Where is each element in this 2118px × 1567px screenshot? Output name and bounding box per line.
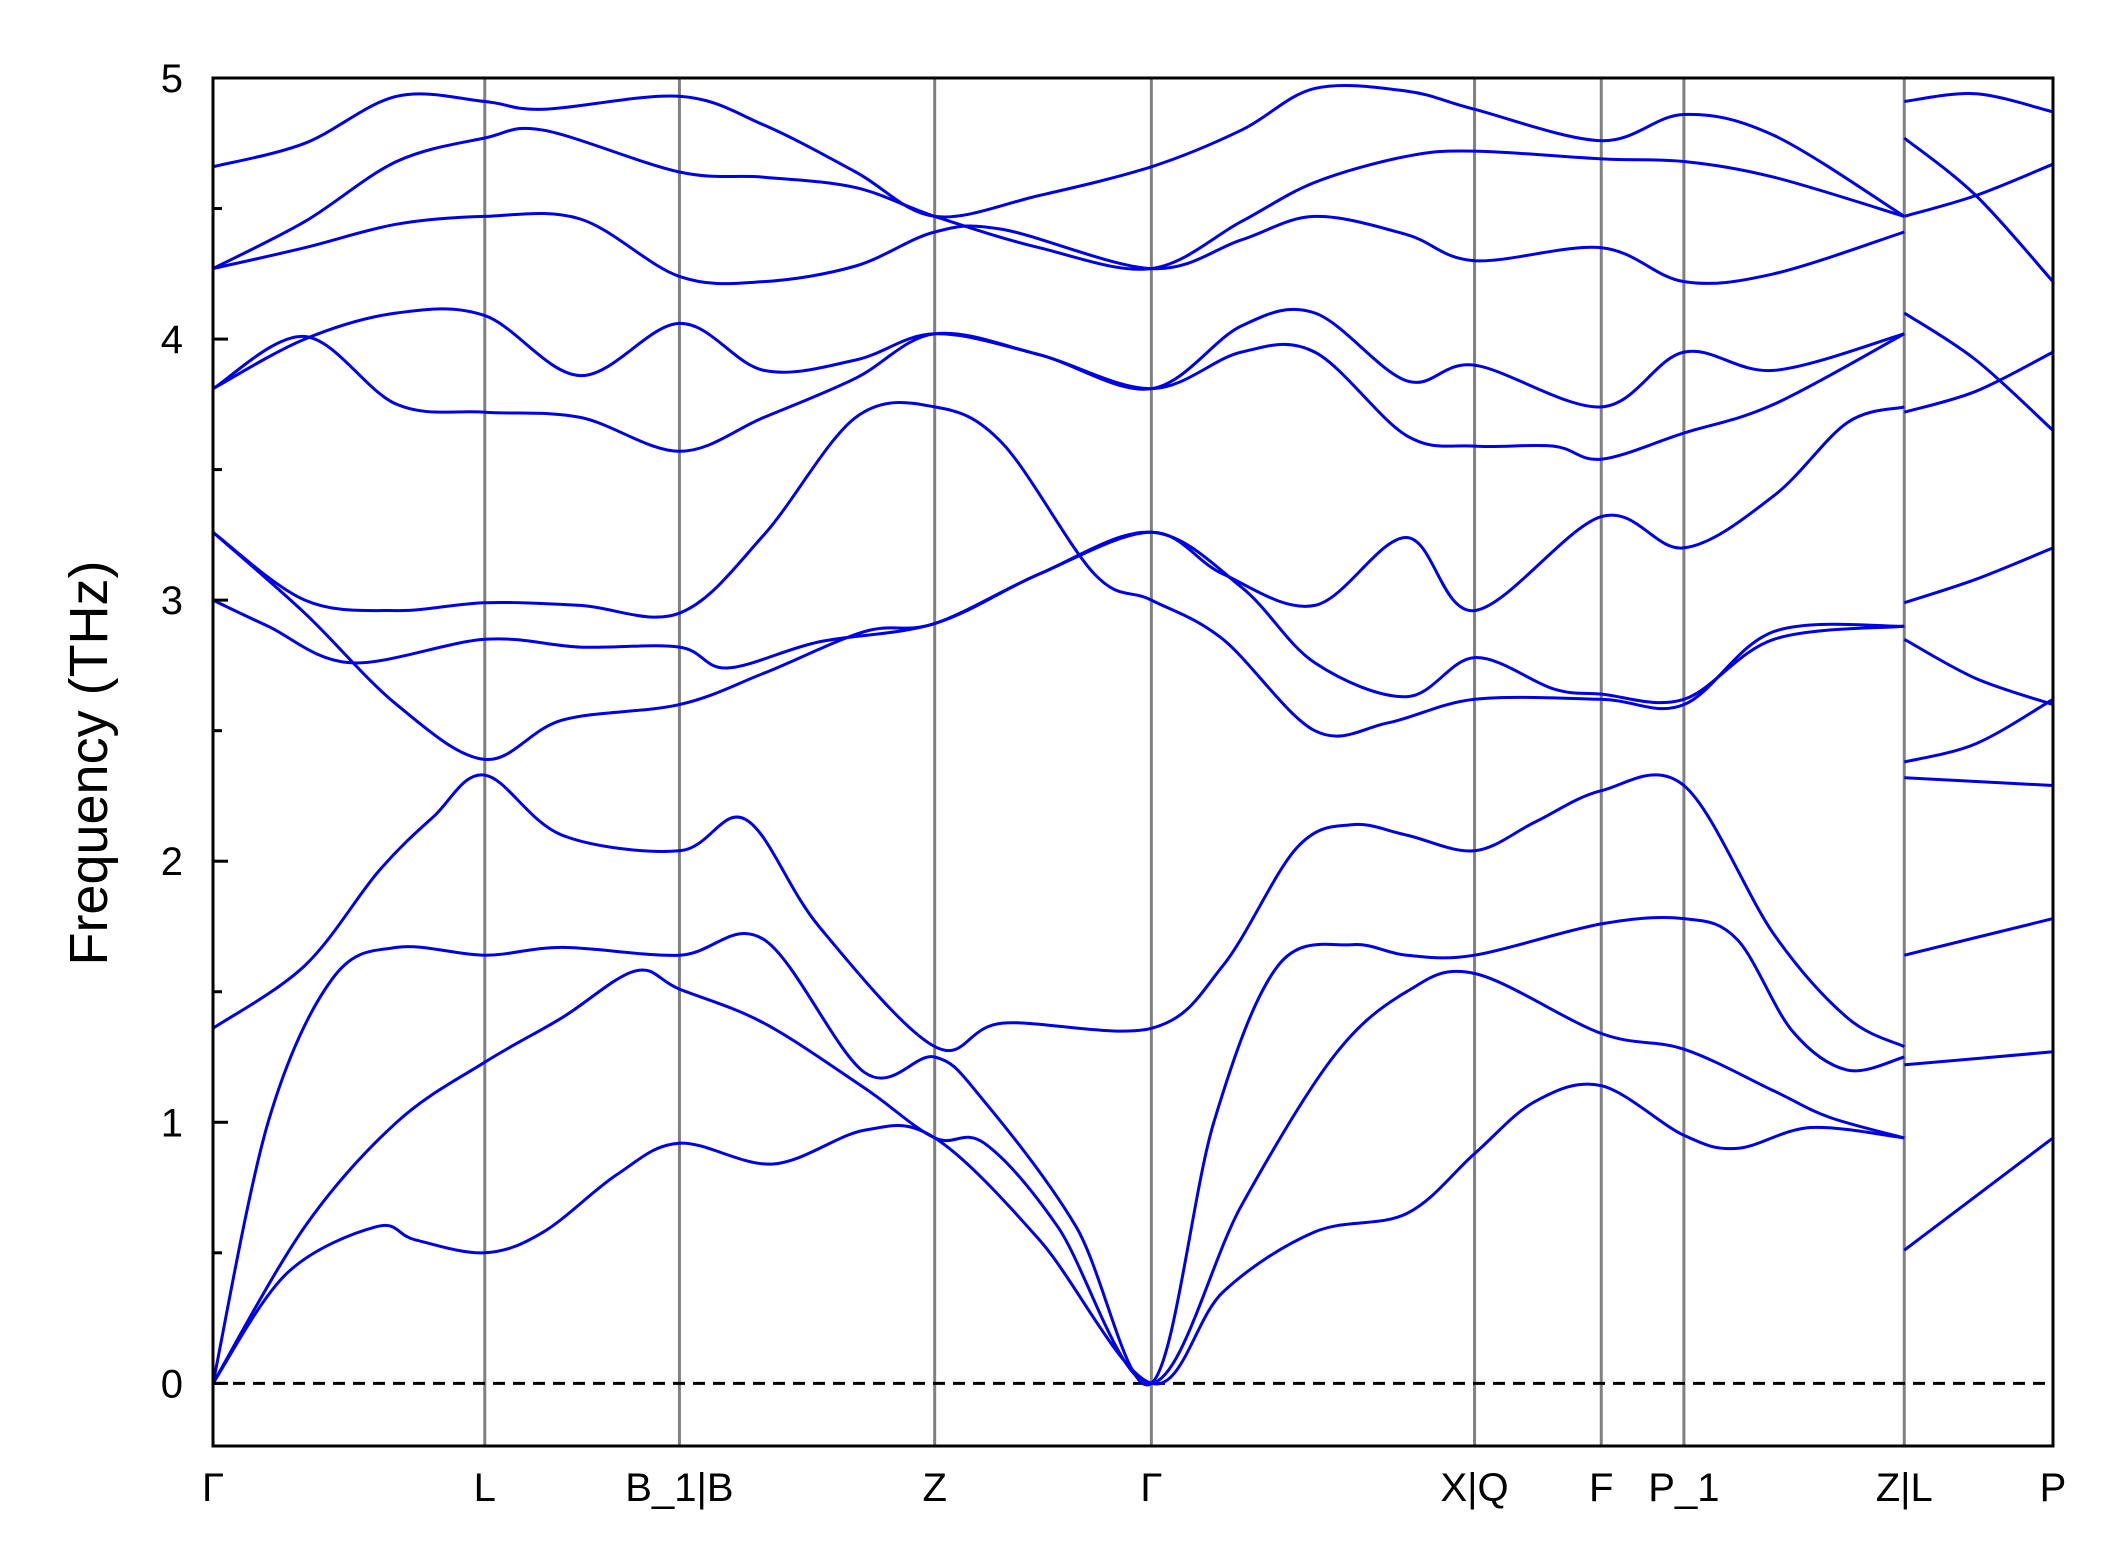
band-line xyxy=(212,405,1905,670)
band-line xyxy=(1903,136,2055,283)
band-line xyxy=(211,1082,1905,1386)
band-line xyxy=(212,307,1905,409)
band-line xyxy=(211,915,1905,1387)
band-line xyxy=(212,126,1905,271)
phonon-bands xyxy=(211,83,2055,1387)
x-axis-ticks: Γ L B_1|B Z Γ X|Q F P_1 Z|L P xyxy=(202,1466,2066,1510)
band-line xyxy=(1904,1050,2054,1067)
band-line xyxy=(212,773,1905,1053)
band-line xyxy=(1903,350,2054,414)
x-tick-label: B_1|B xyxy=(625,1466,733,1510)
y-tick-label: 5 xyxy=(161,57,183,101)
x-tick-label: P_1 xyxy=(1648,1466,1719,1510)
x-tick-label: F xyxy=(1589,1466,1613,1510)
y-tick-label: 2 xyxy=(161,840,183,884)
y-tick-label: 1 xyxy=(161,1101,183,1145)
band-line xyxy=(1903,1136,2054,1252)
band-line xyxy=(1903,546,2054,605)
band-line xyxy=(211,968,1905,1385)
band-line xyxy=(1903,637,2054,707)
x-tick-label: L xyxy=(474,1466,496,1510)
x-tick-label: Γ xyxy=(202,1466,224,1510)
x-tick-label: Z|L xyxy=(1876,1466,1933,1510)
band-line xyxy=(212,83,1906,219)
band-line xyxy=(1903,697,2054,764)
x-tick-label: P xyxy=(2040,1466,2067,1510)
y-tick-label: 4 xyxy=(161,318,183,362)
x-tick-label: Z xyxy=(922,1466,946,1510)
band-line xyxy=(212,401,1905,738)
high-symmetry-lines xyxy=(483,78,1906,1446)
band-line xyxy=(1904,776,2054,787)
y-tick-label: 0 xyxy=(161,1362,183,1406)
x-tick-label: Γ xyxy=(1140,1466,1162,1510)
y-tick-label: 3 xyxy=(161,579,183,623)
band-line xyxy=(1903,917,2054,957)
plot-frame xyxy=(211,76,2055,1448)
band-line xyxy=(1903,162,2054,218)
band-line xyxy=(1904,91,2054,114)
band-line xyxy=(212,212,1905,286)
band-line xyxy=(212,331,1906,461)
y-axis-label: Frequency (THz) xyxy=(59,560,119,965)
band-line xyxy=(1903,311,2055,432)
y-axis-ticks: 0 1 2 3 4 5 xyxy=(161,57,228,1406)
x-tick-label: X|Q xyxy=(1440,1466,1508,1510)
